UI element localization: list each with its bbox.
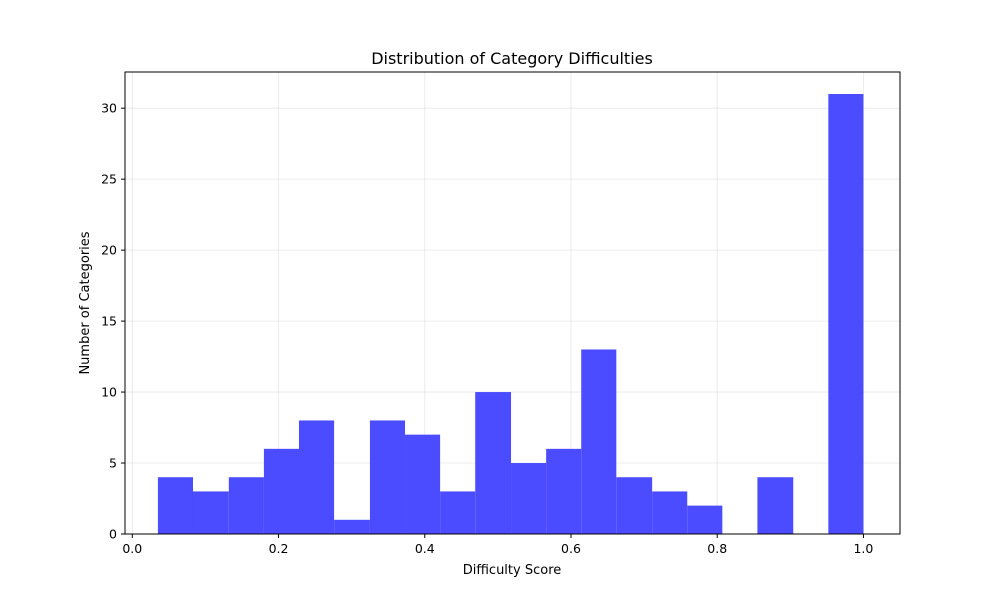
- histogram-bar: [228, 477, 264, 534]
- y-axis-label: Number of Categories: [78, 231, 93, 374]
- y-tick-label: 30: [101, 101, 117, 116]
- x-tick-label: 1.0: [853, 541, 873, 556]
- x-axis: 0.0 0.2 0.4 0.6 0.8 1.0: [122, 534, 873, 556]
- histogram-bar: [440, 491, 476, 534]
- y-tick-label: 20: [101, 243, 117, 258]
- chart-title: Distribution of Category Difficulties: [371, 49, 653, 68]
- y-tick-label: 15: [101, 314, 117, 329]
- histogram-bar: [581, 349, 617, 534]
- x-tick-label: 0.8: [707, 541, 727, 556]
- y-tick-label: 0: [109, 527, 117, 542]
- histogram-bar: [652, 491, 688, 534]
- histogram-bar: [546, 448, 582, 534]
- histogram-bar: [299, 420, 335, 534]
- x-axis-label: Difficulty Score: [463, 563, 562, 578]
- y-axis: 0 5 10 15 20 25 30: [101, 101, 125, 542]
- x-tick-label: 0.4: [415, 541, 435, 556]
- histogram-bar: [334, 519, 370, 534]
- histogram-bar: [192, 491, 229, 534]
- plot-frame: [124, 71, 901, 535]
- histogram-bar: [687, 505, 723, 534]
- y-tick-label: 25: [101, 172, 117, 187]
- histogram-bar: [757, 477, 794, 534]
- histogram-bar: [475, 392, 512, 534]
- histogram-bar: [369, 420, 406, 534]
- x-tick-label: 0.2: [269, 541, 289, 556]
- histogram-bar: [405, 434, 441, 534]
- y-tick-label: 5: [109, 456, 117, 471]
- x-tick-label: 0.0: [122, 541, 142, 556]
- histogram-bar: [263, 448, 300, 534]
- histogram-bar: [616, 477, 653, 534]
- histogram-bar: [828, 94, 864, 534]
- bars-layer: [157, 94, 864, 534]
- y-tick-label: 10: [101, 385, 117, 400]
- x-tick-label: 0.6: [561, 541, 581, 556]
- histogram-bar: [511, 463, 547, 534]
- histogram-bar: [157, 477, 193, 534]
